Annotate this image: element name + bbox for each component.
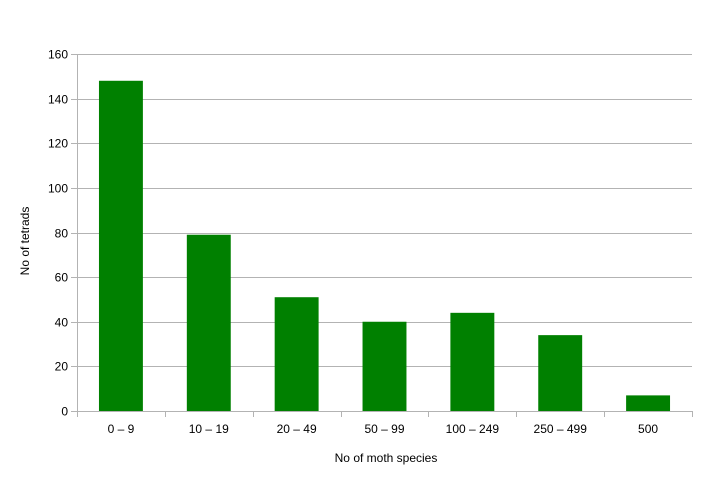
x-tick-label: 100 – 249 (446, 422, 500, 436)
bar-1 (98, 80, 143, 412)
x-tick-labels: 0 – 9 10 – 19 20 – 49 50 – 99 100 – 249 250 –… (108, 422, 659, 436)
y-tick-label: 0 (61, 405, 68, 419)
bar-7 (626, 395, 671, 411)
y-tick-label: 140 (48, 93, 68, 107)
x-tick-label: 20 – 49 (277, 422, 317, 436)
y-tick-label: 60 (55, 271, 69, 285)
bar-5 (450, 312, 495, 411)
bars (98, 80, 671, 412)
axes (71, 54, 693, 417)
x-axis-title: No of moth species (335, 451, 438, 465)
y-axis-title: No of tetrads (18, 207, 32, 276)
x-tick-label: 0 – 9 (108, 422, 135, 436)
y-tick-labels: 0 20 40 60 80 100 120 140 160 (48, 48, 68, 419)
x-tick-label: 250 – 499 (534, 422, 588, 436)
bar-2 (186, 234, 231, 411)
y-tick-label: 160 (48, 48, 68, 62)
bar-3 (274, 297, 319, 411)
x-tick-label: 500 (638, 422, 658, 436)
y-tick-label: 20 (55, 360, 69, 374)
y-tick-label: 100 (48, 182, 68, 196)
y-tick-label: 120 (48, 137, 68, 151)
y-tick-label: 40 (55, 316, 69, 330)
y-tick-label: 80 (55, 227, 69, 241)
bar-4 (362, 321, 407, 411)
x-tick-label: 50 – 99 (364, 422, 404, 436)
bar-6 (538, 335, 583, 411)
x-tick-label: 10 – 19 (189, 422, 229, 436)
gridlines (77, 54, 692, 367)
